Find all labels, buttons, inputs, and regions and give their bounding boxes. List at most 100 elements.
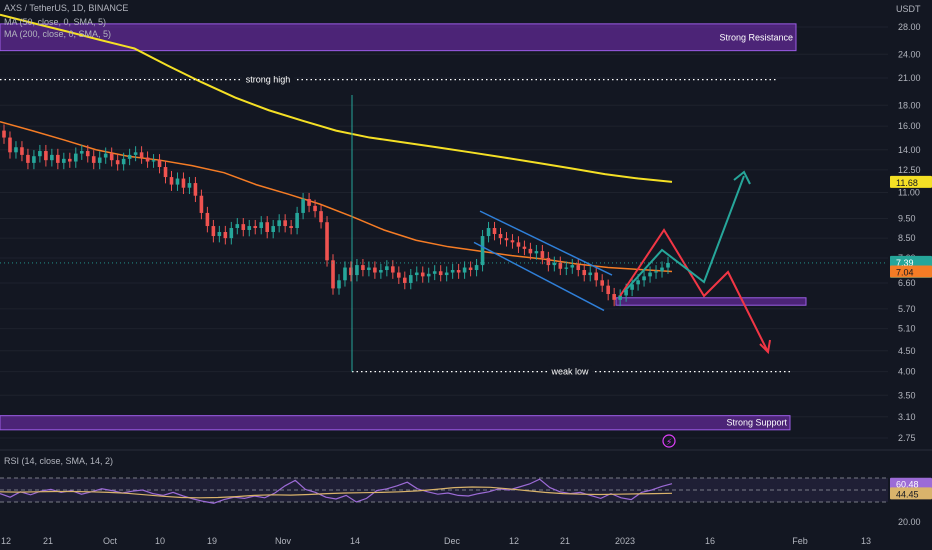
candle-body: [594, 272, 599, 281]
candle-body: [283, 220, 287, 227]
candle-body: [313, 205, 317, 212]
rsi-ma-line: [0, 486, 673, 499]
candle-body: [265, 222, 270, 232]
y-tick-label: 12.50: [898, 165, 921, 175]
candle-body: [229, 228, 234, 239]
candle-body: [588, 272, 593, 276]
axes: 28.00 24.00 21.00 18.00 16.00 14.00 12.50 11.00…: [0, 22, 932, 550]
bullish-projection-path: [623, 175, 745, 293]
candle-body: [211, 226, 216, 237]
candle-body: [516, 242, 521, 247]
candle-body: [193, 183, 198, 196]
candle-body: [636, 280, 640, 285]
candle-body: [331, 260, 335, 289]
symbol-legend: AXS / TetherUS, 1D, BINANCE: [4, 3, 129, 13]
candle-body: [343, 267, 347, 281]
channel-upper-line: [479, 210, 613, 276]
candle-body: [474, 265, 479, 271]
rsi-ma-price-tag: [890, 487, 932, 500]
candle-body: [450, 270, 455, 273]
candle-body: [402, 277, 407, 283]
weak-low-bg: [548, 365, 592, 378]
candle-body: [277, 220, 281, 227]
x-axis-bg: [0, 532, 932, 550]
candle-body: [44, 151, 48, 161]
y-tick-label: 18.00: [898, 100, 921, 110]
strong-support-label: Strong Support: [726, 418, 787, 428]
candle-body: [181, 178, 186, 188]
x-tick-label: 21: [560, 536, 570, 546]
y-tick-label: 9.50: [898, 213, 916, 223]
candle-body: [385, 266, 389, 271]
ma200-line: [0, 13, 673, 183]
candle-body: [426, 273, 431, 277]
candle-body: [85, 151, 90, 157]
candle-body: [115, 160, 120, 165]
candle-body: [97, 157, 102, 163]
ma200-price-tag-text: 11.68: [896, 178, 918, 188]
candle-body: [420, 272, 425, 277]
x-tick-label: 14: [350, 536, 360, 546]
y-tick-label: 5.10: [898, 324, 916, 334]
candle-body: [432, 271, 437, 274]
y-tick-label: 5.70: [898, 304, 916, 314]
candle-body: [103, 153, 108, 158]
y-tick-label: 11.00: [898, 187, 920, 197]
rsi-pane: [0, 449, 932, 504]
y-tick-label: 24.00: [898, 49, 921, 59]
x-tick-label: 12: [509, 536, 519, 546]
last-price-tag-text: 7.39: [896, 258, 914, 268]
candle-body: [456, 270, 461, 273]
ma200-price-tag: [890, 175, 932, 188]
candle-body: [109, 153, 114, 161]
candle-body: [91, 156, 96, 163]
rsi-y-tick-label: 20.00: [898, 517, 921, 527]
candle-body: [20, 147, 24, 155]
candle-body: [552, 262, 557, 266]
candle-body: [349, 267, 353, 276]
x-tick-label: Oct: [103, 536, 118, 546]
candle-body: [504, 238, 509, 241]
y-tick-label: 4.50: [898, 346, 916, 356]
candle-body: [205, 212, 210, 227]
candle-body: [606, 285, 610, 295]
ma50-legend: MA (50, close, 0, SMA, 5): [4, 17, 107, 27]
candle-body: [654, 271, 658, 273]
candle-body: [660, 267, 664, 272]
candle-body: [2, 130, 6, 138]
candle-body: [199, 195, 204, 213]
candle-body: [468, 267, 473, 271]
rsi-line: [0, 478, 673, 504]
candles: [2, 124, 670, 307]
y-tick-label: 2.75: [898, 433, 916, 443]
bearish-arrowhead: [759, 339, 771, 355]
candle-body: [235, 224, 240, 229]
candle-body: [373, 267, 377, 273]
rsi-ma-price-tag-text: 44.45: [896, 489, 919, 499]
candle-body: [600, 280, 604, 286]
y-tick-label: 16.00: [898, 121, 921, 131]
candle-body: [576, 265, 581, 271]
candle-body: [498, 234, 503, 239]
drawings: strong high weak low: [0, 73, 790, 378]
candle-body: [642, 276, 646, 281]
candle-body: [50, 154, 54, 161]
candle-body: [253, 226, 258, 229]
candle-body: [367, 267, 371, 271]
candle-body: [510, 240, 515, 243]
candle-body: [175, 178, 180, 185]
channel-lower-line: [473, 241, 605, 312]
lightning-event-icon[interactable]: [662, 434, 676, 448]
candle-body: [361, 265, 365, 271]
candle-body: [666, 262, 670, 268]
ma200-legend: MA (200, close, 0, SMA, 5): [4, 29, 112, 39]
candle-body: [391, 266, 395, 273]
candle-body: [68, 158, 72, 162]
candle-body: [295, 212, 299, 229]
strong-high-label: strong high: [246, 75, 291, 85]
candle-body: [582, 270, 587, 276]
candle-body: [355, 265, 359, 276]
y-tick-label: 14.00: [898, 145, 921, 155]
candle-body: [546, 257, 551, 266]
